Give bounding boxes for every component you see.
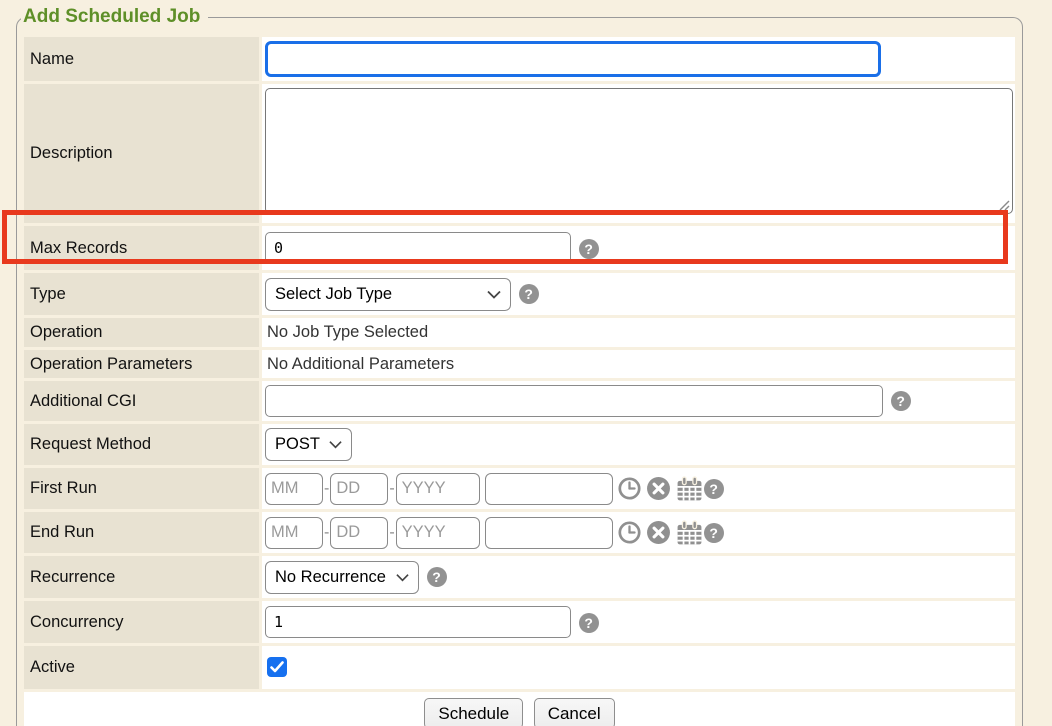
first-run-time-input[interactable] [484, 472, 613, 505]
form-title: Add Scheduled Job [23, 6, 201, 27]
name-label: Name [24, 37, 259, 81]
recurrence-select[interactable]: No Recurrence [265, 560, 419, 594]
chevron-down-icon [329, 440, 342, 449]
concurrency-help-icon[interactable]: ? [578, 612, 599, 633]
end-run-month-input[interactable] [265, 516, 323, 549]
additional-cgi-help-icon[interactable]: ? [890, 390, 911, 411]
table-row-recurrence: Recurrence No Recurrence ? [24, 556, 1015, 598]
clear-icon[interactable] [646, 520, 671, 545]
table-row-type: Type Select Job Type ? [24, 273, 1015, 315]
type-select[interactable]: Select Job Type [265, 277, 511, 311]
table-row-end-run: End Run - - [24, 512, 1015, 553]
table-row-operation: Operation No Job Type Selected [24, 318, 1015, 347]
operation-label: Operation [24, 318, 259, 347]
clear-icon[interactable] [646, 476, 671, 501]
description-textarea[interactable] [265, 88, 1013, 214]
date-separator: - [389, 479, 395, 497]
type-help-icon[interactable]: ? [518, 284, 539, 305]
table-row-active: Active [24, 646, 1015, 689]
type-select-value: Select Job Type [275, 284, 393, 303]
clock-icon[interactable] [617, 520, 642, 545]
table-row-first-run: First Run - - [24, 468, 1015, 509]
table-row-operation-parameters: Operation Parameters No Additional Param… [24, 350, 1015, 378]
first-run-help-icon[interactable]: ? [703, 478, 724, 499]
schedule-button[interactable]: Schedule [424, 698, 524, 726]
date-separator: - [324, 523, 330, 541]
recurrence-help-icon[interactable]: ? [426, 567, 447, 588]
end-run-time-input[interactable] [484, 516, 613, 549]
type-label: Type [24, 273, 259, 315]
table-row-request-method: Request Method POST [24, 424, 1015, 465]
cancel-button[interactable]: Cancel [533, 698, 615, 726]
operation-parameters-value: No Additional Parameters [267, 354, 455, 373]
first-run-year-input[interactable] [395, 472, 480, 505]
textarea-resize-handle[interactable] [998, 199, 1010, 211]
request-method-select-value: POST [275, 435, 320, 453]
chevron-down-icon [396, 573, 409, 582]
calendar-icon[interactable] [675, 475, 704, 502]
request-method-label: Request Method [24, 424, 259, 465]
description-label: Description [24, 84, 259, 223]
operation-value: No Job Type Selected [267, 323, 429, 341]
active-checkbox[interactable] [267, 657, 287, 677]
concurrency-input[interactable] [265, 606, 571, 638]
additional-cgi-label: Additional CGI [24, 381, 259, 421]
add-scheduled-job-form: Add Scheduled Job Name Description [16, 6, 1023, 726]
date-separator: - [324, 479, 330, 497]
first-run-label: First Run [24, 468, 259, 509]
table-row-additional-cgi: Additional CGI ? [24, 381, 1015, 421]
clock-icon[interactable] [617, 476, 642, 501]
additional-cgi-input[interactable] [265, 385, 883, 417]
chevron-down-icon [487, 290, 501, 299]
calendar-icon[interactable] [675, 519, 704, 546]
max-records-help-icon[interactable]: ? [578, 238, 599, 259]
first-run-month-input[interactable] [265, 472, 323, 505]
table-row-description: Description [24, 84, 1015, 223]
checkmark-icon [270, 661, 284, 673]
date-separator: - [389, 523, 395, 541]
max-records-input[interactable] [265, 232, 571, 264]
first-run-day-input[interactable] [330, 472, 389, 505]
concurrency-label: Concurrency [24, 601, 259, 643]
active-label: Active [24, 646, 259, 689]
name-input[interactable] [265, 41, 881, 77]
end-run-help-icon[interactable]: ? [703, 522, 724, 543]
recurrence-label: Recurrence [24, 556, 259, 598]
operation-parameters-label: Operation Parameters [24, 350, 259, 378]
table-row-concurrency: Concurrency ? [24, 601, 1015, 643]
table-row-name: Name [24, 37, 1015, 81]
end-run-day-input[interactable] [330, 516, 389, 549]
form-table: Name Description Max Records [21, 34, 1018, 726]
max-records-label: Max Records [24, 226, 259, 270]
end-run-label: End Run [24, 512, 259, 553]
recurrence-select-value: No Recurrence [275, 567, 386, 586]
end-run-year-input[interactable] [395, 516, 480, 549]
table-row-buttons: Schedule Cancel [24, 692, 1015, 726]
table-row-max-records: Max Records ? [24, 226, 1015, 270]
request-method-select[interactable]: POST [265, 428, 352, 461]
